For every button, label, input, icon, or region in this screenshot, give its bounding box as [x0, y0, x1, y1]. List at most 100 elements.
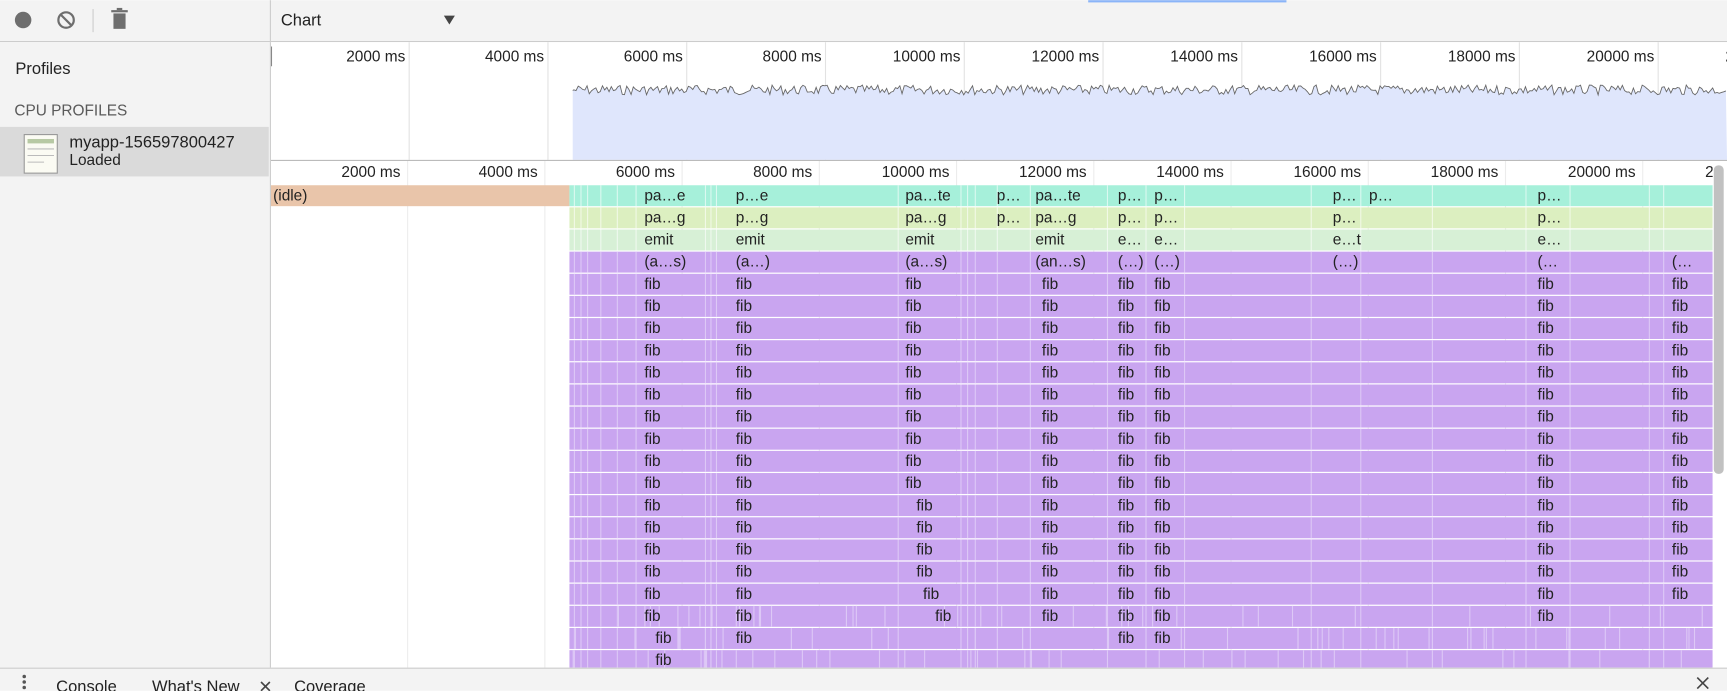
- frame-label[interactable]: fib: [644, 387, 660, 404]
- frame-label[interactable]: fib: [1154, 475, 1170, 492]
- frame-label[interactable]: fib: [1118, 320, 1134, 337]
- frame-label[interactable]: fib: [1042, 497, 1058, 514]
- frame-label[interactable]: pa…te: [1035, 187, 1080, 204]
- frame-label[interactable]: fib: [905, 387, 921, 404]
- frame-label[interactable]: fib: [1538, 364, 1554, 381]
- frame-label[interactable]: e…: [1154, 232, 1178, 249]
- frame-label[interactable]: fib: [1042, 586, 1058, 603]
- frame-label[interactable]: p…: [997, 187, 1021, 204]
- frame-label[interactable]: fib: [905, 409, 921, 426]
- frame-label[interactable]: fib: [1538, 409, 1554, 426]
- frame-label[interactable]: fib: [1672, 387, 1688, 404]
- frame-label[interactable]: p…: [1154, 209, 1178, 226]
- frame-label[interactable]: fib: [1672, 298, 1688, 315]
- frame-label[interactable]: p…: [1369, 187, 1393, 204]
- frame-label[interactable]: fib: [1538, 320, 1554, 337]
- frame-label[interactable]: pa…e: [644, 187, 685, 204]
- frame-label[interactable]: fib: [1154, 497, 1170, 514]
- frame-label[interactable]: fib: [1118, 519, 1134, 536]
- frame-label[interactable]: p…: [1333, 209, 1357, 226]
- frame-label[interactable]: fib: [1118, 453, 1134, 470]
- frame-label[interactable]: p…: [1118, 209, 1142, 226]
- frame-label[interactable]: fib: [1042, 475, 1058, 492]
- frame-label[interactable]: fib: [905, 276, 921, 293]
- frame-label[interactable]: fib: [1042, 453, 1058, 470]
- frame-label[interactable]: fib: [1538, 542, 1554, 559]
- clear-button[interactable]: [57, 11, 75, 29]
- frame-label[interactable]: fib: [1538, 497, 1554, 514]
- frame-label[interactable]: fib: [736, 342, 752, 359]
- frame-label[interactable]: (…): [1118, 254, 1144, 271]
- frame-label[interactable]: fib: [1042, 542, 1058, 559]
- frame-label[interactable]: p…: [1118, 187, 1142, 204]
- drawer-menu[interactable]: [22, 674, 26, 690]
- frame-label[interactable]: fib: [1672, 519, 1688, 536]
- frame-label[interactable]: fib: [1118, 497, 1134, 514]
- frame-label[interactable]: fib: [916, 519, 932, 536]
- frame-label[interactable]: fib: [1042, 276, 1058, 293]
- frame-label[interactable]: fib: [905, 431, 921, 448]
- frame-label[interactable]: fib: [1154, 342, 1170, 359]
- frame-label[interactable]: fib: [905, 298, 921, 315]
- frame-label[interactable]: fib: [1154, 586, 1170, 603]
- frame-label[interactable]: fib: [905, 475, 921, 492]
- frame-label[interactable]: p…: [1538, 187, 1562, 204]
- frame-label[interactable]: fib: [1118, 608, 1134, 625]
- frame-label[interactable]: fib: [1042, 409, 1058, 426]
- frame-label[interactable]: fib: [644, 586, 660, 603]
- record-button[interactable]: [14, 11, 32, 29]
- frame-label[interactable]: fib: [1672, 475, 1688, 492]
- frame-label[interactable]: e…t: [1333, 232, 1362, 249]
- frame-label[interactable]: fib: [1042, 519, 1058, 536]
- scrollbar[interactable]: [1713, 165, 1724, 474]
- frame-label[interactable]: (an…s): [1035, 254, 1086, 271]
- frame-label[interactable]: fib: [905, 364, 921, 381]
- frame-label[interactable]: fib: [916, 564, 932, 581]
- frame-label[interactable]: fib: [1042, 608, 1058, 625]
- frame-label[interactable]: fib: [923, 586, 939, 603]
- frame-label[interactable]: fib: [1538, 276, 1554, 293]
- frame-label[interactable]: fib: [1538, 387, 1554, 404]
- frame-label[interactable]: fib: [1118, 364, 1134, 381]
- frame-label[interactable]: fib: [1042, 320, 1058, 337]
- frame-label[interactable]: pa…te: [905, 187, 950, 204]
- frame-label[interactable]: fib: [1538, 586, 1554, 603]
- frame-label[interactable]: pa…g: [1035, 209, 1076, 226]
- frame-label[interactable]: fib: [935, 608, 951, 625]
- frame-label[interactable]: fib: [736, 564, 752, 581]
- frame-label[interactable]: fib: [1154, 608, 1170, 625]
- frame-label[interactable]: fib: [905, 342, 921, 359]
- frame-label[interactable]: p…: [1154, 187, 1178, 204]
- frame-label[interactable]: fib: [1154, 564, 1170, 581]
- frame-label[interactable]: fib: [1538, 475, 1554, 492]
- frame-label[interactable]: fib: [736, 497, 752, 514]
- frame-label[interactable]: fib: [1672, 364, 1688, 381]
- frame-label[interactable]: fib: [655, 652, 671, 669]
- frame-label[interactable]: p…g: [736, 209, 769, 226]
- view-select[interactable]: Chart: [281, 10, 455, 29]
- frame-label[interactable]: fib: [1672, 586, 1688, 603]
- frame-label[interactable]: fib: [1538, 608, 1554, 625]
- frame-label[interactable]: fib: [1154, 542, 1170, 559]
- frame-label[interactable]: fib: [644, 475, 660, 492]
- frame-label[interactable]: fib: [1154, 298, 1170, 315]
- frame-label[interactable]: fib: [1672, 497, 1688, 514]
- frame-label[interactable]: fib: [736, 453, 752, 470]
- frame-label[interactable]: (…: [1538, 254, 1559, 271]
- frame-label[interactable]: fib: [1042, 431, 1058, 448]
- frame-label[interactable]: fib: [736, 409, 752, 426]
- frame-label[interactable]: fib: [1042, 564, 1058, 581]
- frame-label[interactable]: fib: [1118, 431, 1134, 448]
- frame-label[interactable]: fib: [1042, 364, 1058, 381]
- frame-label[interactable]: fib: [644, 320, 660, 337]
- frame-label[interactable]: fib: [1672, 542, 1688, 559]
- frame-label[interactable]: fib: [1154, 431, 1170, 448]
- frame-label[interactable]: fib: [1118, 342, 1134, 359]
- frame-label[interactable]: (a…): [736, 254, 770, 271]
- drawer-tab[interactable]: Console: [56, 677, 117, 691]
- frame-label[interactable]: fib: [736, 364, 752, 381]
- frame-label[interactable]: fib: [1042, 342, 1058, 359]
- frame-label[interactable]: p…: [997, 209, 1021, 226]
- frame-label[interactable]: (…: [1672, 254, 1693, 271]
- frame-label[interactable]: fib: [1538, 298, 1554, 315]
